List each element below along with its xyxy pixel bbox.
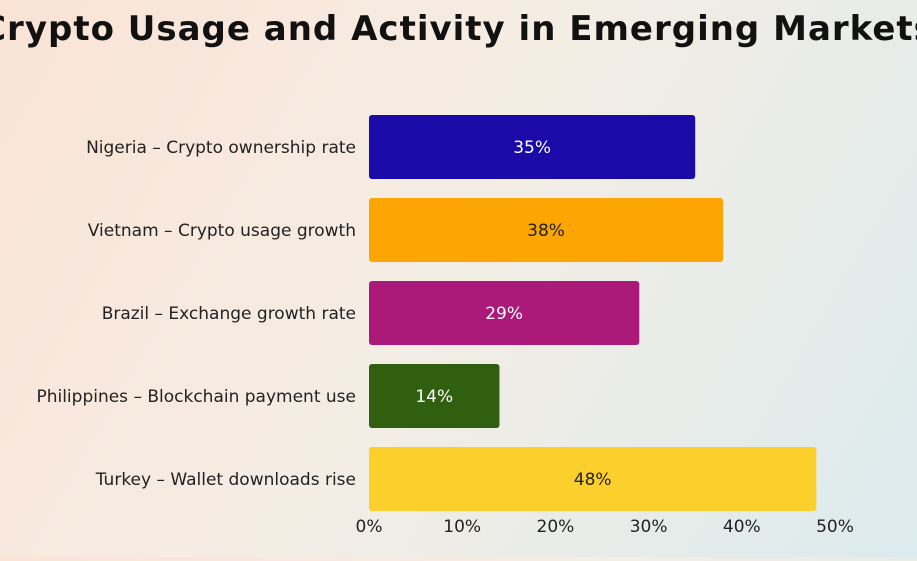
value-label-turkey: 48% [574,470,612,490]
x-tick-label: 50% [816,517,854,537]
category-label-brazil: Brazil – Exchange growth rate [102,304,356,324]
bar-vietnam [369,198,724,262]
bar-philippines [369,364,500,428]
category-label-vietnam: Vietnam – Crypto usage growth [88,221,356,241]
x-tick-label: 30% [630,517,668,537]
x-tick-label: 40% [723,517,761,537]
chart-title: Crypto Usage and Activity in Emerging Ma… [0,9,917,49]
value-label-brazil: 29% [485,304,523,324]
bar-nigeria [369,115,696,179]
x-axis: 0% 10% 20% 30% 40% 50% [356,517,854,537]
value-label-vietnam: 38% [527,221,565,241]
bar-turkey [369,447,817,511]
x-tick-label: 20% [537,517,575,537]
category-label-turkey: Turkey – Wallet downloads rise [95,470,356,490]
value-label-philippines: 14% [415,387,453,407]
x-tick-label: 10% [443,517,481,537]
value-label-nigeria: 35% [513,138,551,158]
category-label-nigeria: Nigeria – Crypto ownership rate [86,138,356,158]
category-label-philippines: Philippines – Blockchain payment use [36,387,356,407]
bars-layer: Nigeria – Crypto ownership rate 35% Vietna… [36,115,817,511]
x-tick-label: 0% [356,517,383,537]
bar-brazil [369,281,640,345]
